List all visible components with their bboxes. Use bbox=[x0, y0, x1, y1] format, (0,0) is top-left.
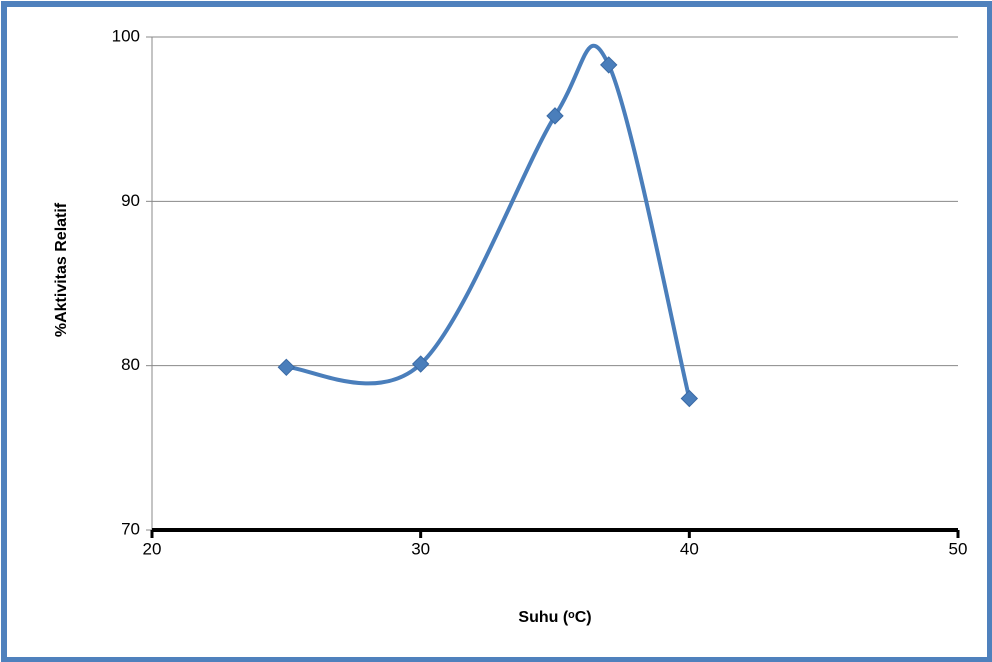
y-tick-label: 90 bbox=[121, 191, 140, 210]
x-tick-label: 40 bbox=[680, 539, 699, 558]
x-tick-label: 30 bbox=[411, 539, 430, 558]
y-axis-title: %Aktivitas Relatif bbox=[53, 202, 70, 337]
y-tick-label: 70 bbox=[121, 519, 140, 538]
page: Suhu (ᵒC) %Aktivitas Relatif 70 80 90 100 20… bbox=[0, 0, 992, 662]
y-tick-label: 80 bbox=[121, 355, 140, 374]
x-axis-title: Suhu (ᵒC) bbox=[518, 609, 591, 626]
chart: Suhu (ᵒC) %Aktivitas Relatif 70 80 90 100 20… bbox=[0, 0, 992, 662]
x-tick-label: 50 bbox=[949, 539, 968, 558]
x-tick-label: 20 bbox=[143, 539, 162, 558]
y-tick-label: 100 bbox=[112, 26, 140, 45]
